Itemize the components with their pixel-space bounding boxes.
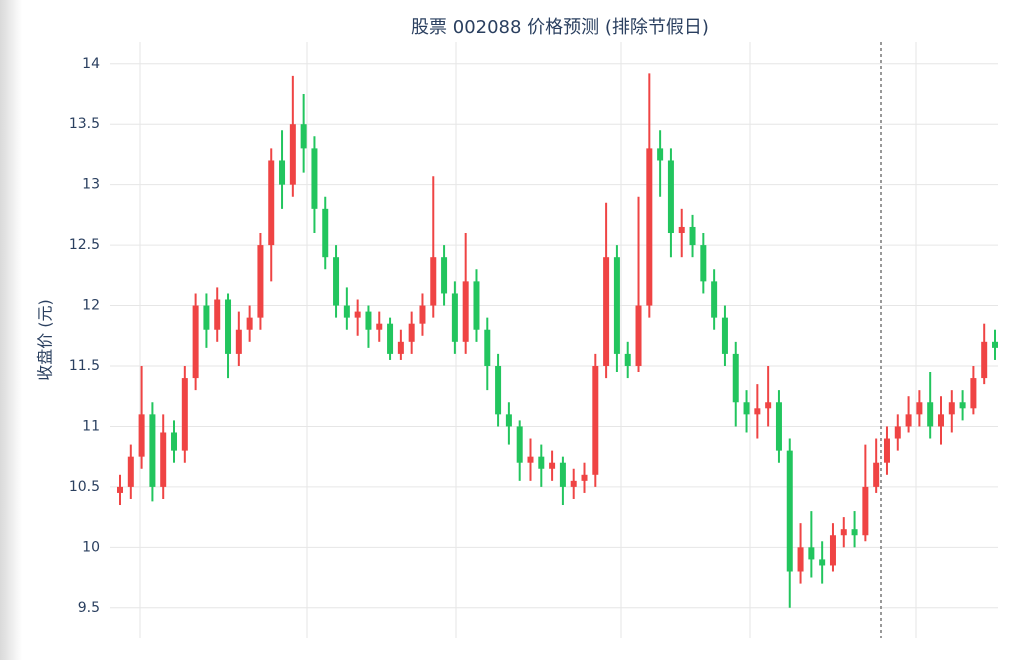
candle-body	[333, 257, 340, 306]
candle-body	[376, 323, 383, 330]
y-tick-label: 10	[82, 539, 100, 555]
candle-body	[538, 456, 545, 469]
candle-body	[473, 281, 480, 330]
candle-body	[484, 329, 491, 366]
candle-body	[894, 426, 901, 439]
candle-body	[451, 293, 458, 342]
candle-body	[516, 426, 523, 463]
candle-body	[257, 245, 264, 318]
y-tick-label: 12.5	[69, 237, 100, 253]
window-shadow	[0, 0, 22, 660]
candle-body	[613, 257, 620, 354]
candle-body	[678, 226, 685, 234]
candle-body	[279, 160, 286, 185]
candle-body	[927, 402, 934, 427]
candle-body	[635, 305, 642, 366]
candle-body	[732, 353, 739, 403]
candle-body	[970, 378, 977, 409]
candle-body	[721, 317, 728, 354]
candle-body	[171, 432, 178, 451]
candle-body	[592, 365, 599, 475]
y-tick-label: 10.5	[69, 479, 100, 495]
candle-body	[948, 402, 955, 415]
chart-title: 股票 002088 价格预测 (排除节假日)	[411, 17, 709, 38]
candle-body	[462, 281, 469, 342]
candle-body	[311, 148, 318, 209]
candle-body	[343, 305, 350, 318]
candle-body	[365, 311, 372, 330]
candle-body	[992, 341, 998, 348]
candle-body	[657, 148, 664, 161]
candle-body	[559, 462, 566, 487]
candle-body	[441, 257, 448, 294]
y-tick-label: 13.5	[69, 116, 100, 132]
candle-body	[819, 559, 826, 566]
candle-body	[624, 353, 631, 366]
candle-body	[775, 402, 782, 451]
candle-body	[937, 414, 944, 427]
y-tick-label: 9.5	[78, 600, 100, 616]
candle-body	[160, 432, 167, 487]
candle-body	[225, 299, 232, 354]
candle-body	[549, 462, 556, 469]
candle-body	[235, 329, 242, 354]
y-tick-label: 12	[82, 298, 100, 314]
candle-body	[419, 305, 426, 324]
candle-body	[214, 299, 221, 330]
y-tick-label: 11	[82, 418, 100, 434]
candle-body	[754, 408, 761, 415]
candle-body	[829, 535, 836, 566]
candle-body	[851, 529, 858, 536]
candle-body	[711, 281, 718, 318]
candle-body	[203, 305, 210, 330]
candle-body	[603, 257, 610, 366]
candle-body	[883, 438, 890, 463]
y-tick-label: 14	[82, 56, 100, 72]
candle-body	[527, 456, 534, 463]
candle-body	[268, 160, 275, 246]
candle-body	[873, 462, 880, 487]
y-tick-label: 13	[82, 177, 100, 193]
candle-body	[570, 480, 577, 487]
candle-body	[700, 245, 707, 282]
y-axis-title: 收盘价 (元)	[36, 299, 55, 381]
candle-body	[397, 341, 404, 354]
candle-body	[786, 450, 793, 572]
candle-body	[138, 414, 145, 457]
y-grid: 9.5 10 10.5 11 11.5 12 12.5 13 13.5 14	[69, 56, 998, 616]
candle-body	[322, 208, 329, 258]
candle-body	[430, 257, 437, 306]
candle-body	[646, 148, 653, 306]
candle-body	[246, 317, 253, 330]
candle-body	[689, 226, 696, 246]
candle-body	[667, 160, 674, 234]
candle-body	[192, 305, 199, 379]
y-tick-label: 11.5	[69, 358, 100, 374]
candle-body	[289, 124, 296, 185]
candle-body	[797, 547, 804, 572]
candle-body	[862, 486, 869, 536]
candles	[117, 73, 998, 608]
candle-body	[505, 414, 512, 427]
candle-body	[765, 402, 772, 409]
candle-body	[387, 323, 394, 354]
candle-body	[495, 365, 502, 415]
candle-body	[959, 402, 966, 409]
candle-body	[149, 414, 156, 487]
candle-body	[905, 414, 912, 427]
candle-body	[408, 323, 415, 342]
candle-body	[117, 486, 123, 493]
candle-body	[127, 456, 134, 487]
candle-body	[916, 402, 923, 415]
candle-body	[181, 378, 188, 451]
candle-body	[300, 124, 307, 149]
candle-body	[581, 474, 588, 481]
candle-body	[354, 311, 361, 318]
candle-body	[840, 529, 847, 536]
candle-body	[808, 547, 815, 560]
candle-body	[981, 341, 988, 379]
candle-body	[743, 402, 750, 415]
